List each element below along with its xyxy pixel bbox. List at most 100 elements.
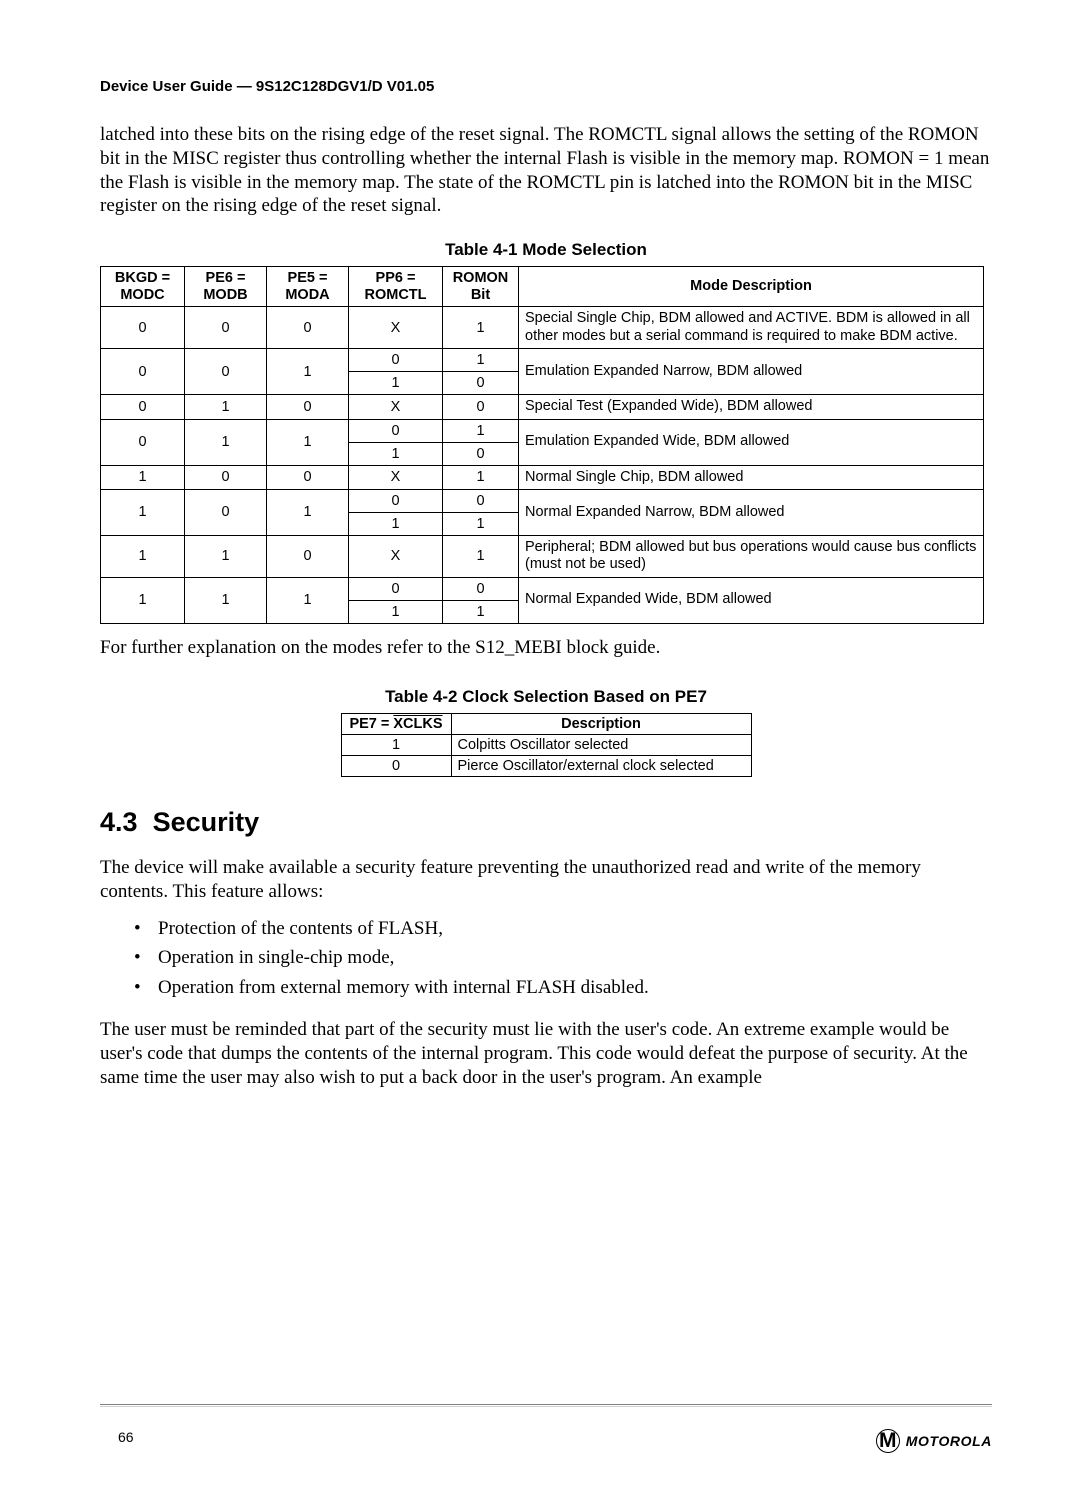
table-row: 11100Normal Expanded Wide, BDM allowed (101, 577, 984, 600)
cell-pe6: 1 (185, 419, 267, 465)
clock-selection-table: PE7 = XCLKS Description 1Colpitts Oscill… (341, 713, 752, 777)
cell-desc: Emulation Expanded Narrow, BDM allowed (519, 349, 984, 395)
table-row: 10100Normal Expanded Narrow, BDM allowed (101, 489, 984, 512)
security-bullet-list: Protection of the contents of FLASH,Oper… (100, 914, 992, 1002)
table-row: 0Pierce Oscillator/external clock select… (341, 756, 751, 777)
footer-rule (100, 1404, 992, 1405)
th-desc2: Description (451, 714, 751, 735)
cell-pp6: 1 (349, 442, 443, 465)
cell-desc: Colpitts Oscillator selected (451, 735, 751, 756)
cell-pe7: 1 (341, 735, 451, 756)
cell-bkgd: 0 (101, 395, 185, 419)
cell-desc: Special Test (Expanded Wide), BDM allowe… (519, 395, 984, 419)
th-pe6: PE6 =MODB (185, 267, 267, 307)
cell-bkgd: 1 (101, 489, 185, 535)
table-row: 01101Emulation Expanded Wide, BDM allowe… (101, 419, 984, 442)
cell-pe5: 0 (267, 395, 349, 419)
th-bkgd: BKGD =MODC (101, 267, 185, 307)
list-item: Operation in single-chip mode, (134, 943, 992, 972)
cell-pe5: 1 (267, 577, 349, 623)
footer-logo: M MOTOROLA (876, 1429, 992, 1453)
security-paragraph-2: The user must be reminded that part of t… (100, 1018, 992, 1089)
cell-bkgd: 1 (101, 577, 185, 623)
th-romon: ROMONBit (443, 267, 519, 307)
motorola-word: MOTOROLA (906, 1433, 992, 1449)
cell-romon: 1 (443, 419, 519, 442)
cell-desc: Pierce Oscillator/external clock selecte… (451, 756, 751, 777)
cell-desc: Normal Single Chip, BDM allowed (519, 465, 984, 489)
cell-pe5: 0 (267, 535, 349, 577)
table1-caption: Table 4-1 Mode Selection (100, 240, 992, 260)
cell-pe5: 1 (267, 489, 349, 535)
cell-pe6: 0 (185, 489, 267, 535)
cell-romon: 0 (443, 577, 519, 600)
cell-desc: Peripheral; BDM allowed but bus operatio… (519, 535, 984, 577)
cell-pp6: 1 (349, 512, 443, 535)
cell-desc: Special Single Chip, BDM allowed and ACT… (519, 307, 984, 349)
cell-desc: Normal Expanded Wide, BDM allowed (519, 577, 984, 623)
cell-romon: 0 (443, 395, 519, 419)
mode-selection-table: BKGD =MODC PE6 =MODB PE5 =MODA PP6 =ROMC… (100, 266, 984, 624)
cell-pp6: X (349, 307, 443, 349)
cell-romon: 0 (443, 489, 519, 512)
th-pp6: PP6 =ROMCTL (349, 267, 443, 307)
cell-bkgd: 0 (101, 419, 185, 465)
cell-romon: 1 (443, 535, 519, 577)
cell-pe7: 0 (341, 756, 451, 777)
table-row: 010X0Special Test (Expanded Wide), BDM a… (101, 395, 984, 419)
cell-pe5: 0 (267, 307, 349, 349)
security-intro: The device will make available a securit… (100, 856, 992, 904)
cell-pp6: 1 (349, 372, 443, 395)
motorola-m-icon: M (876, 1429, 900, 1453)
intro-paragraph: latched into these bits on the rising ed… (100, 123, 992, 218)
cell-bkgd: 0 (101, 307, 185, 349)
cell-bkgd: 1 (101, 535, 185, 577)
cell-romon: 1 (443, 465, 519, 489)
list-item: Operation from external memory with inte… (134, 973, 992, 1002)
cell-romon: 1 (443, 512, 519, 535)
th-desc: Mode Description (519, 267, 984, 307)
table-header-row: PE7 = XCLKS Description (341, 714, 751, 735)
cell-bkgd: 1 (101, 465, 185, 489)
cell-pp6: X (349, 535, 443, 577)
document-header: Device User Guide — 9S12C128DGV1/D V01.0… (100, 78, 992, 95)
table-row: 110X1Peripheral; BDM allowed but bus ope… (101, 535, 984, 577)
cell-romon: 1 (443, 349, 519, 372)
cell-desc: Emulation Expanded Wide, BDM allowed (519, 419, 984, 465)
cell-pe6: 1 (185, 535, 267, 577)
table-row: 1Colpitts Oscillator selected (341, 735, 751, 756)
cell-pe6: 1 (185, 577, 267, 623)
th-pe5: PE5 =MODA (267, 267, 349, 307)
table-row: 000X1Special Single Chip, BDM allowed an… (101, 307, 984, 349)
page: Device User Guide — 9S12C128DGV1/D V01.0… (0, 0, 1080, 1485)
page-number: 66 (118, 1429, 134, 1445)
cell-pp6: X (349, 465, 443, 489)
section-heading-security: 4.3 Security (100, 807, 992, 838)
cell-desc: Normal Expanded Narrow, BDM allowed (519, 489, 984, 535)
table-header-row: BKGD =MODC PE6 =MODB PE5 =MODA PP6 =ROMC… (101, 267, 984, 307)
cell-romon: 0 (443, 442, 519, 465)
cell-pe5: 0 (267, 465, 349, 489)
cell-pp6: 0 (349, 577, 443, 600)
cell-pp6: 0 (349, 349, 443, 372)
cell-pp6: X (349, 395, 443, 419)
table2-caption: Table 4-2 Clock Selection Based on PE7 (100, 687, 992, 707)
list-item: Protection of the contents of FLASH, (134, 914, 992, 943)
cell-pe6: 0 (185, 307, 267, 349)
cell-pp6: 1 (349, 600, 443, 623)
cell-pe5: 1 (267, 419, 349, 465)
cell-pe5: 1 (267, 349, 349, 395)
cell-pe6: 0 (185, 465, 267, 489)
cell-pp6: 0 (349, 489, 443, 512)
table-row: 100X1Normal Single Chip, BDM allowed (101, 465, 984, 489)
cell-romon: 1 (443, 600, 519, 623)
cell-bkgd: 0 (101, 349, 185, 395)
th-pe7: PE7 = XCLKS (341, 714, 451, 735)
cell-pe6: 1 (185, 395, 267, 419)
table-row: 00101Emulation Expanded Narrow, BDM allo… (101, 349, 984, 372)
cell-romon: 0 (443, 372, 519, 395)
cell-romon: 1 (443, 307, 519, 349)
after-table1-text: For further explanation on the modes ref… (100, 636, 992, 660)
cell-pe6: 0 (185, 349, 267, 395)
cell-pp6: 0 (349, 419, 443, 442)
